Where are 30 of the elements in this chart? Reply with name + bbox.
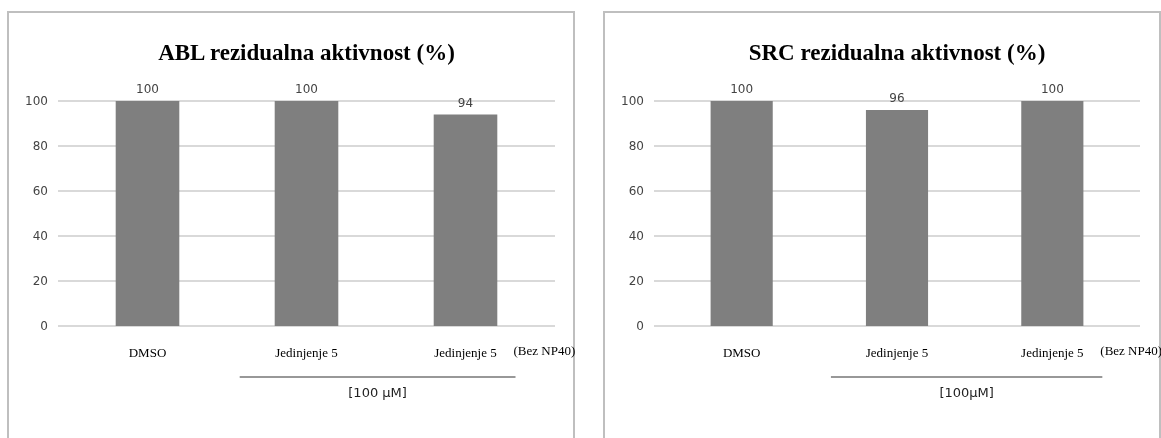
text: (Bez NP40) [1100, 343, 1161, 358]
chart-title: SRC rezidualna aktivnost (%) [748, 40, 1046, 65]
y-tick-label: 80 [32, 139, 48, 154]
y-tick-label: 20 [32, 274, 48, 289]
y-tick-label: 20 [628, 274, 644, 289]
data-label: 94 [457, 95, 474, 110]
chart-title: ABL rezidualna aktivnost (%) [158, 40, 455, 65]
text: (Bez NP40) [513, 343, 576, 358]
x-tick-label: Jedinjenje 5 [865, 345, 929, 361]
y-tick-label: 100 [621, 94, 644, 109]
x-tick-label: Jedinjenje 5 [1021, 345, 1084, 361]
data-label: 100 [136, 82, 159, 96]
y-tick-label: 80 [628, 139, 644, 154]
data-label: 96 [889, 91, 905, 105]
x-tick-label: Jedinjenje 5 [434, 345, 497, 361]
y-tick-label: 60 [628, 184, 644, 199]
y-tick-label: 40 [628, 229, 644, 244]
x-axis-title: [100 µM] [348, 385, 407, 400]
y-tick-label: 0 [636, 319, 644, 334]
y-tick-label: 100 [25, 94, 48, 109]
y-tick-label: 0 [40, 319, 48, 334]
y-tick-label: 60 [32, 184, 48, 199]
x-tick-label: DMSO [128, 345, 167, 361]
y-tick-label: 40 [32, 229, 48, 244]
x-tick-label: Jedinjenje 5 [275, 345, 338, 361]
data-label: 100 [730, 82, 754, 96]
data-label: 100 [295, 82, 318, 96]
data-label: 100 [1040, 82, 1064, 96]
x-tick-label: DMSO [722, 345, 761, 361]
x-axis-title: [100µM] [939, 385, 994, 400]
